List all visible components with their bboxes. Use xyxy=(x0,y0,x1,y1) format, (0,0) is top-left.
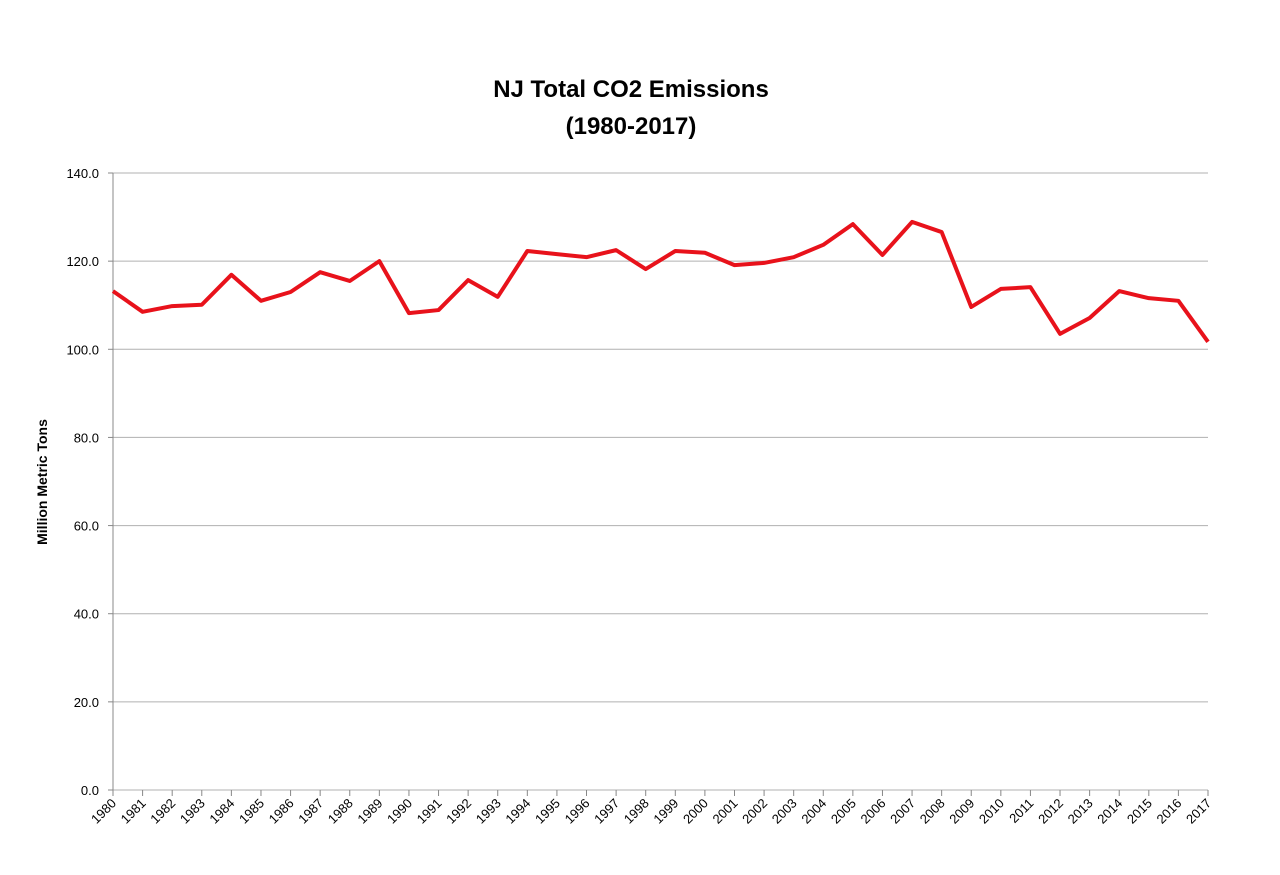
x-tick-label: 1999 xyxy=(650,796,681,827)
x-tick-label: 2015 xyxy=(1124,796,1155,827)
x-tick-label: 2000 xyxy=(680,796,711,827)
x-tick-label: 1981 xyxy=(118,796,149,827)
x-tick-label: 1988 xyxy=(325,796,356,827)
x-tick-label: 2016 xyxy=(1153,796,1184,827)
x-tick-label: 1986 xyxy=(266,796,297,827)
y-tick-label: 80.0 xyxy=(74,430,99,445)
y-tick-label: 0.0 xyxy=(81,783,99,798)
x-tick-label: 2007 xyxy=(887,796,918,827)
x-tick-label: 2012 xyxy=(1035,796,1066,827)
x-tick-label: 2014 xyxy=(1094,796,1125,827)
x-tick-label: 2002 xyxy=(739,796,770,827)
x-tick-label: 1993 xyxy=(473,796,504,827)
y-tick-label: 60.0 xyxy=(74,519,99,534)
x-tick-label: 1996 xyxy=(562,796,593,827)
x-tick-label: 1984 xyxy=(206,796,237,827)
x-tick-label: 1998 xyxy=(621,796,652,827)
line-series xyxy=(111,219,1210,343)
y-axis-title: Million Metric Tons xyxy=(34,419,50,545)
x-tick-label: 2010 xyxy=(976,796,1007,827)
y-tick-label: 20.0 xyxy=(74,695,99,710)
x-tick-label: 1997 xyxy=(591,796,622,827)
x-tick-label: 1995 xyxy=(532,796,563,827)
x-tick-label: 1983 xyxy=(177,796,208,827)
x-tick-label: 1991 xyxy=(414,796,445,827)
x-tick-label: 2011 xyxy=(1006,796,1036,826)
chart-subtitle: (1980-2017) xyxy=(566,113,697,140)
x-tick-label: 1990 xyxy=(384,796,415,827)
x-tick-label: 2013 xyxy=(1065,796,1096,827)
y-tick-label: 40.0 xyxy=(74,607,99,622)
y-tick-label: 140.0 xyxy=(66,166,99,181)
y-tick-label: 100.0 xyxy=(66,342,99,357)
x-tick-label: 2004 xyxy=(798,796,829,827)
x-tick-label: 1985 xyxy=(236,796,267,827)
x-tick-label: 1987 xyxy=(295,796,326,827)
x-tick-label: 1980 xyxy=(88,796,119,827)
x-tick-label: 2009 xyxy=(946,796,977,827)
x-tick-label: 1982 xyxy=(147,796,178,827)
y-tick-label: 120.0 xyxy=(66,254,99,269)
x-tick-label: 1992 xyxy=(443,796,474,827)
x-tick-label: 2006 xyxy=(858,796,889,827)
x-tick-label: 2008 xyxy=(917,796,948,827)
x-tick-label: 2001 xyxy=(710,796,741,827)
x-tick-label: 1994 xyxy=(502,796,533,827)
x-tick-label: 2003 xyxy=(769,796,800,827)
x-tick-label: 1989 xyxy=(354,796,385,827)
x-tick-label: 2017 xyxy=(1183,796,1214,827)
x-tick-label: 2005 xyxy=(828,796,859,827)
chart-title: NJ Total CO2 Emissions xyxy=(493,76,769,103)
